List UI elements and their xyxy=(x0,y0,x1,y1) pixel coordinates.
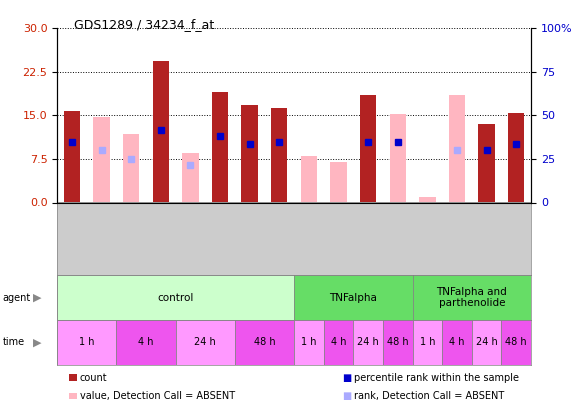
Bar xyxy=(508,113,524,202)
Bar xyxy=(182,153,199,202)
Bar xyxy=(176,320,235,364)
Text: ▶: ▶ xyxy=(33,337,42,347)
Bar xyxy=(152,62,169,202)
Bar xyxy=(294,275,412,320)
Bar xyxy=(64,111,80,202)
Text: 24 h: 24 h xyxy=(194,337,216,347)
Text: ■: ■ xyxy=(343,391,352,401)
Text: 24 h: 24 h xyxy=(357,337,379,347)
Text: 4 h: 4 h xyxy=(449,337,465,347)
Text: ▶: ▶ xyxy=(33,293,42,303)
Bar xyxy=(57,320,116,364)
Text: 48 h: 48 h xyxy=(505,337,527,347)
Text: TNFalpha: TNFalpha xyxy=(329,293,377,303)
Text: 4 h: 4 h xyxy=(138,337,154,347)
Text: TNFalpha and
parthenolide: TNFalpha and parthenolide xyxy=(436,287,507,309)
Bar xyxy=(389,114,406,202)
Bar xyxy=(94,117,110,202)
Text: 1 h: 1 h xyxy=(420,337,435,347)
Text: percentile rank within the sample: percentile rank within the sample xyxy=(354,373,519,383)
Text: value, Detection Call = ABSENT: value, Detection Call = ABSENT xyxy=(80,391,235,401)
Bar xyxy=(294,320,324,364)
Bar xyxy=(353,320,383,364)
Text: 1 h: 1 h xyxy=(79,337,94,347)
Text: ■: ■ xyxy=(343,373,352,383)
Text: 1 h: 1 h xyxy=(301,337,317,347)
Bar xyxy=(116,320,176,364)
Bar xyxy=(235,320,294,364)
Bar xyxy=(331,162,347,202)
Text: 48 h: 48 h xyxy=(254,337,275,347)
Bar xyxy=(271,109,287,202)
Text: 24 h: 24 h xyxy=(476,337,497,347)
Bar xyxy=(472,320,501,364)
Bar xyxy=(412,275,531,320)
Text: 4 h: 4 h xyxy=(331,337,346,347)
Bar xyxy=(360,95,376,202)
Bar xyxy=(501,320,531,364)
Bar xyxy=(212,92,228,202)
Bar xyxy=(478,124,494,202)
Text: 48 h: 48 h xyxy=(387,337,408,347)
Text: count: count xyxy=(80,373,107,383)
Bar xyxy=(324,320,353,364)
Text: time: time xyxy=(3,337,25,347)
Bar xyxy=(442,320,472,364)
Text: GDS1289 / 34234_f_at: GDS1289 / 34234_f_at xyxy=(74,18,215,31)
Text: control: control xyxy=(158,293,194,303)
Bar xyxy=(301,156,317,202)
Text: rank, Detection Call = ABSENT: rank, Detection Call = ABSENT xyxy=(354,391,504,401)
Bar xyxy=(123,134,139,202)
Bar xyxy=(383,320,412,364)
Bar xyxy=(412,320,442,364)
Text: agent: agent xyxy=(3,293,31,303)
Bar xyxy=(242,105,258,202)
Bar xyxy=(449,95,465,202)
Bar xyxy=(419,197,436,202)
Bar xyxy=(57,275,294,320)
